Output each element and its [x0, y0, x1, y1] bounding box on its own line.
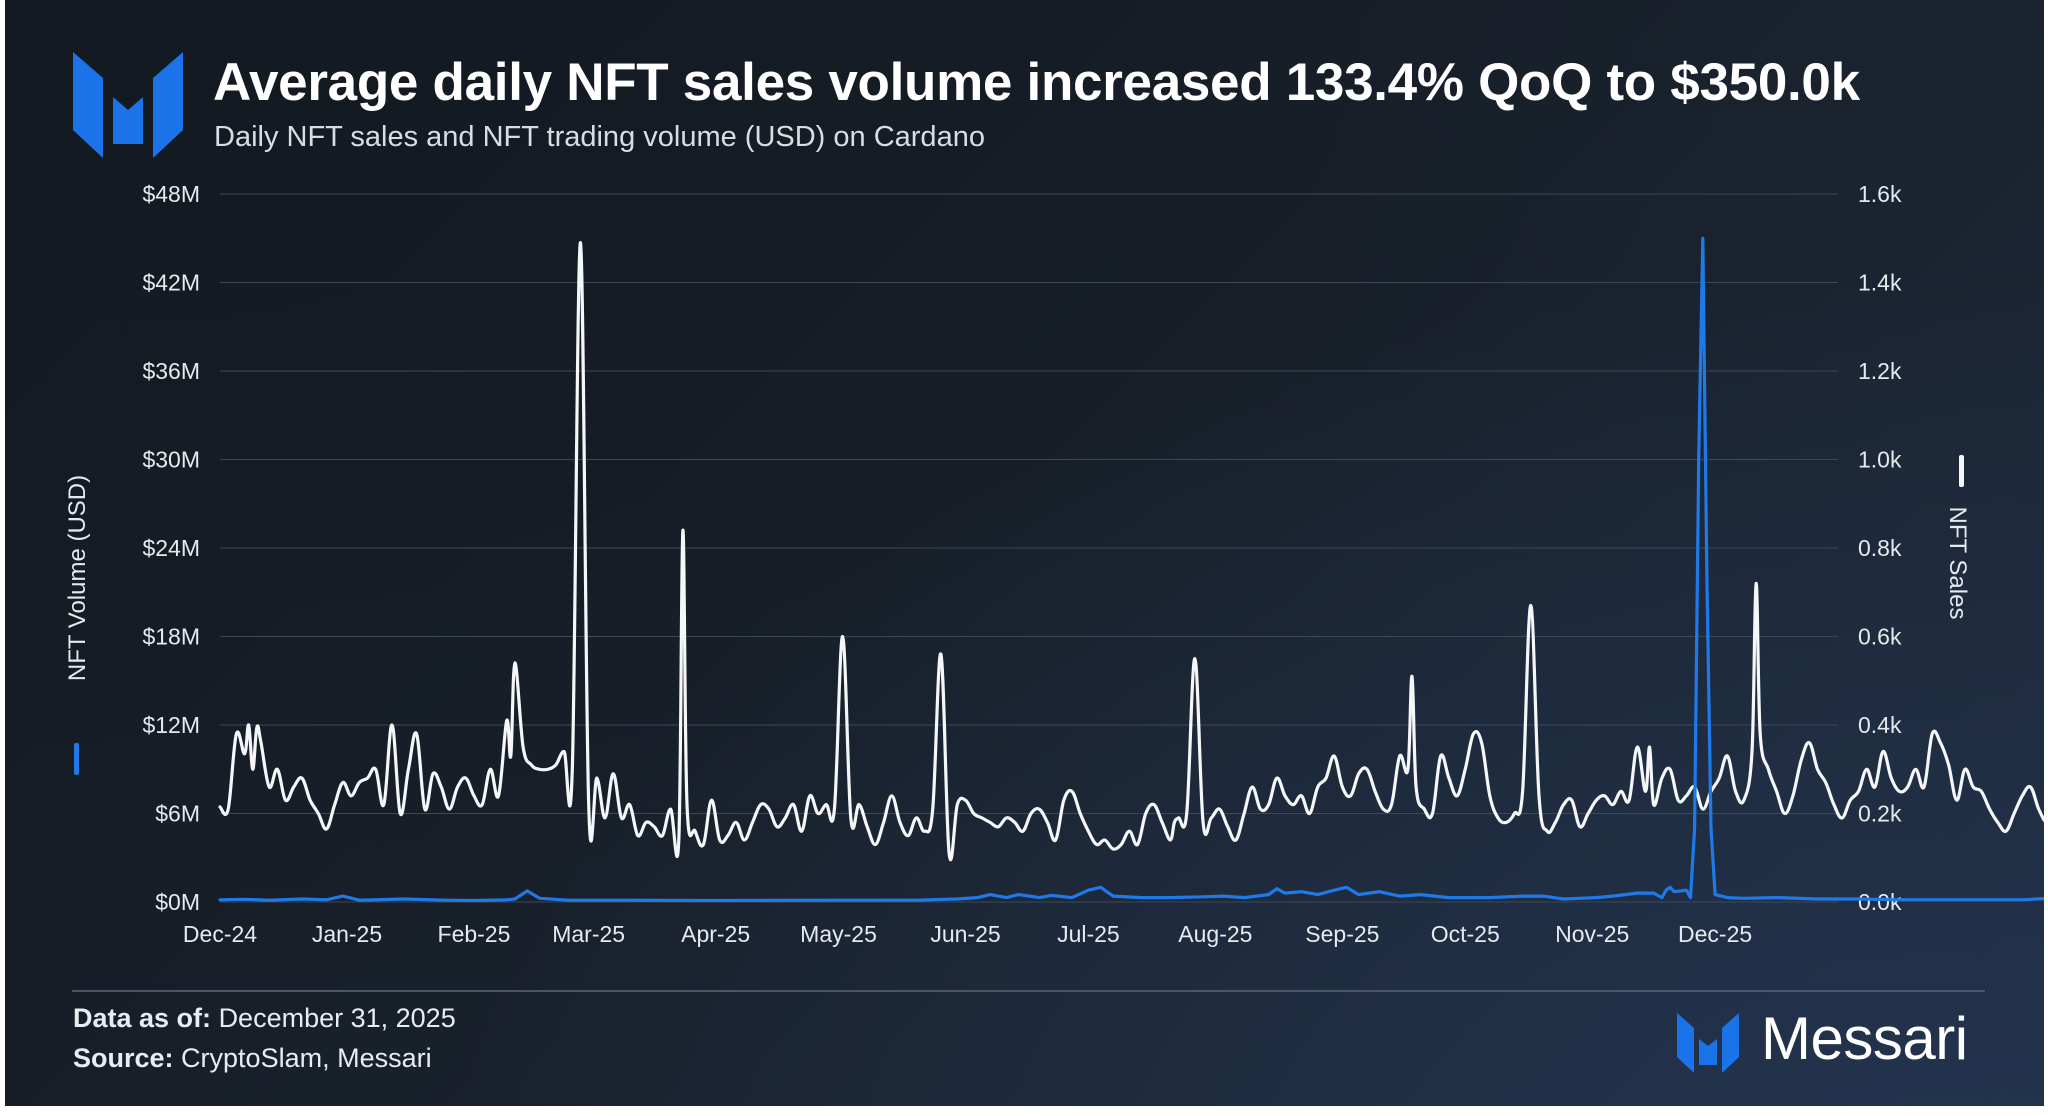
x-tick-label: Apr-25 — [681, 921, 750, 947]
y-left-tick-label: $24M — [142, 535, 200, 561]
x-tick-label: Mar-25 — [552, 921, 625, 947]
y-right-tick-label: 1.6k — [1858, 181, 1902, 207]
y-right-tick-label: 0.6k — [1858, 624, 1902, 650]
chart-title: Average daily NFT sales volume increased… — [213, 53, 1860, 112]
source-label: Source: — [73, 1043, 174, 1073]
x-tick-label: Dec-24 — [183, 921, 257, 947]
y-right-tick-label: 1.4k — [1858, 270, 1902, 296]
y-left-tick-label: $30M — [142, 447, 200, 473]
line-chart: $0M $6M $12M $18M $24M $30M $36M $42M $48M 0.0k 0.… — [64, 181, 2044, 947]
source: Source: CryptoSlam, Messari — [73, 1043, 432, 1074]
x-tick-label: Dec-25 — [1678, 921, 1752, 947]
nft-sales-line — [218, 241, 2044, 862]
data-as-of-value: December 31, 2025 — [218, 1003, 456, 1033]
y-left-tick-label: $0M — [155, 889, 200, 915]
y-left-tick-label: $12M — [142, 712, 200, 738]
y-right-axis-title: NFT Sales — [1944, 507, 1971, 620]
brand-name: Messari — [1761, 1005, 1968, 1072]
x-tick-label: Jul-25 — [1057, 921, 1120, 947]
x-tick-label: Jan-25 — [312, 921, 382, 947]
data-as-of-label: Data as of: — [73, 1003, 212, 1033]
y-right-tick-label: 0.8k — [1858, 535, 1902, 561]
x-tick-label: Oct-25 — [1431, 921, 1500, 947]
y-left-axis-title: NFT Volume (USD) — [64, 475, 91, 681]
footer-divider — [72, 990, 1985, 992]
y-left-tick-label: $42M — [142, 270, 200, 296]
y-right-tick-label: 0.2k — [1858, 801, 1902, 827]
y-right-tick-label: 1.0k — [1858, 447, 1902, 473]
x-tick-label: Nov-25 — [1555, 921, 1629, 947]
x-tick-label: Jun-25 — [930, 921, 1000, 947]
data-as-of: Data as of: December 31, 2025 — [73, 1003, 456, 1034]
y-left-tick-label: $18M — [142, 624, 200, 650]
y-right-tick-label: 1.2k — [1858, 358, 1902, 384]
y-left-tick-label: $6M — [155, 801, 200, 827]
y-left-tick-label: $36M — [142, 358, 200, 384]
x-tick-label: Sep-25 — [1305, 921, 1379, 947]
y-right-legend-swatch — [1959, 455, 1964, 487]
nft-volume-line — [218, 236, 2044, 903]
y-left-tick-label: $48M — [142, 181, 200, 207]
messari-logo-icon — [73, 52, 183, 158]
x-tick-label: May-25 — [800, 921, 877, 947]
chart-card: Average daily NFT sales volume increased… — [5, 0, 2044, 1106]
y-left-legend-swatch — [74, 743, 79, 775]
chart-subtitle: Daily NFT sales and NFT trading volume (… — [214, 121, 985, 153]
messari-brand-icon — [1677, 1013, 1739, 1073]
x-tick-label: Aug-25 — [1178, 921, 1252, 947]
x-tick-label: Feb-25 — [438, 921, 511, 947]
y-right-tick-label: 0.4k — [1858, 712, 1902, 738]
source-value: CryptoSlam, Messari — [181, 1043, 432, 1073]
y-right-tick-label: 0.0k — [1858, 889, 1902, 915]
